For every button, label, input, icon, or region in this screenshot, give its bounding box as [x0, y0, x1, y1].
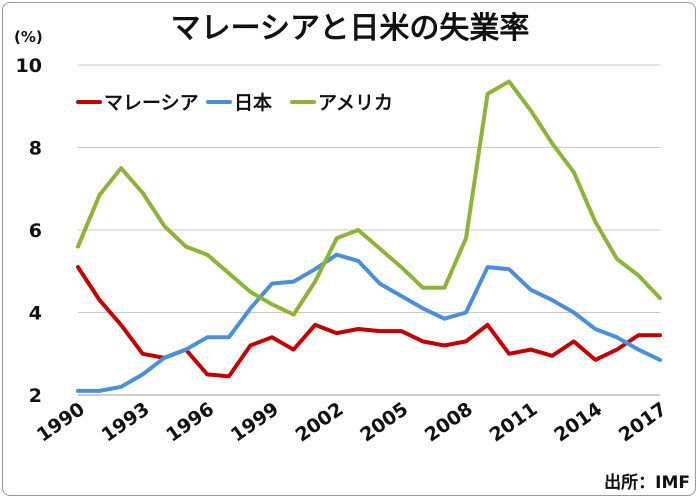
chart-title: マレーシアと日米の失業率 — [171, 11, 530, 46]
x-tick-label: 2005 — [356, 398, 412, 446]
x-tick-label: 2011 — [486, 398, 542, 446]
y-tick-label: 10 — [16, 55, 42, 77]
x-tick-label: 2002 — [292, 398, 348, 446]
x-axis-ticks: 1990 1993 1996 1999 2002 2005 2008 2011 2014 2017 — [33, 398, 671, 446]
y-tick-label: 8 — [29, 138, 42, 160]
x-tick-label: 2017 — [615, 398, 671, 446]
series-lines — [76, 79, 662, 393]
x-tick-label: 1996 — [162, 398, 218, 446]
y-tick-label: 2 — [29, 385, 42, 407]
legend-label: 日本 — [234, 91, 272, 114]
source-note: 出所：IMF — [604, 472, 690, 493]
series-line-1 — [76, 252, 662, 393]
legend: マレーシア 日本 アメリカ — [76, 91, 393, 114]
y-axis-ticks: 2 4 6 8 10 — [16, 55, 42, 407]
series-line-2 — [76, 79, 662, 317]
x-tick-label: 2014 — [550, 398, 606, 446]
x-tick-label: 1993 — [98, 398, 154, 446]
y-tick-label: 4 — [29, 303, 42, 325]
x-tick-label: 2008 — [421, 398, 477, 446]
series-line-0 — [76, 265, 662, 379]
gridlines — [78, 64, 660, 396]
y-unit-label: (%) — [14, 28, 43, 46]
legend-label: アメリカ — [318, 92, 393, 114]
x-tick-label: 1999 — [227, 398, 283, 446]
y-tick-label: 6 — [29, 220, 42, 242]
chart-frame — [2, 2, 696, 496]
legend-label: マレーシア — [104, 92, 199, 114]
